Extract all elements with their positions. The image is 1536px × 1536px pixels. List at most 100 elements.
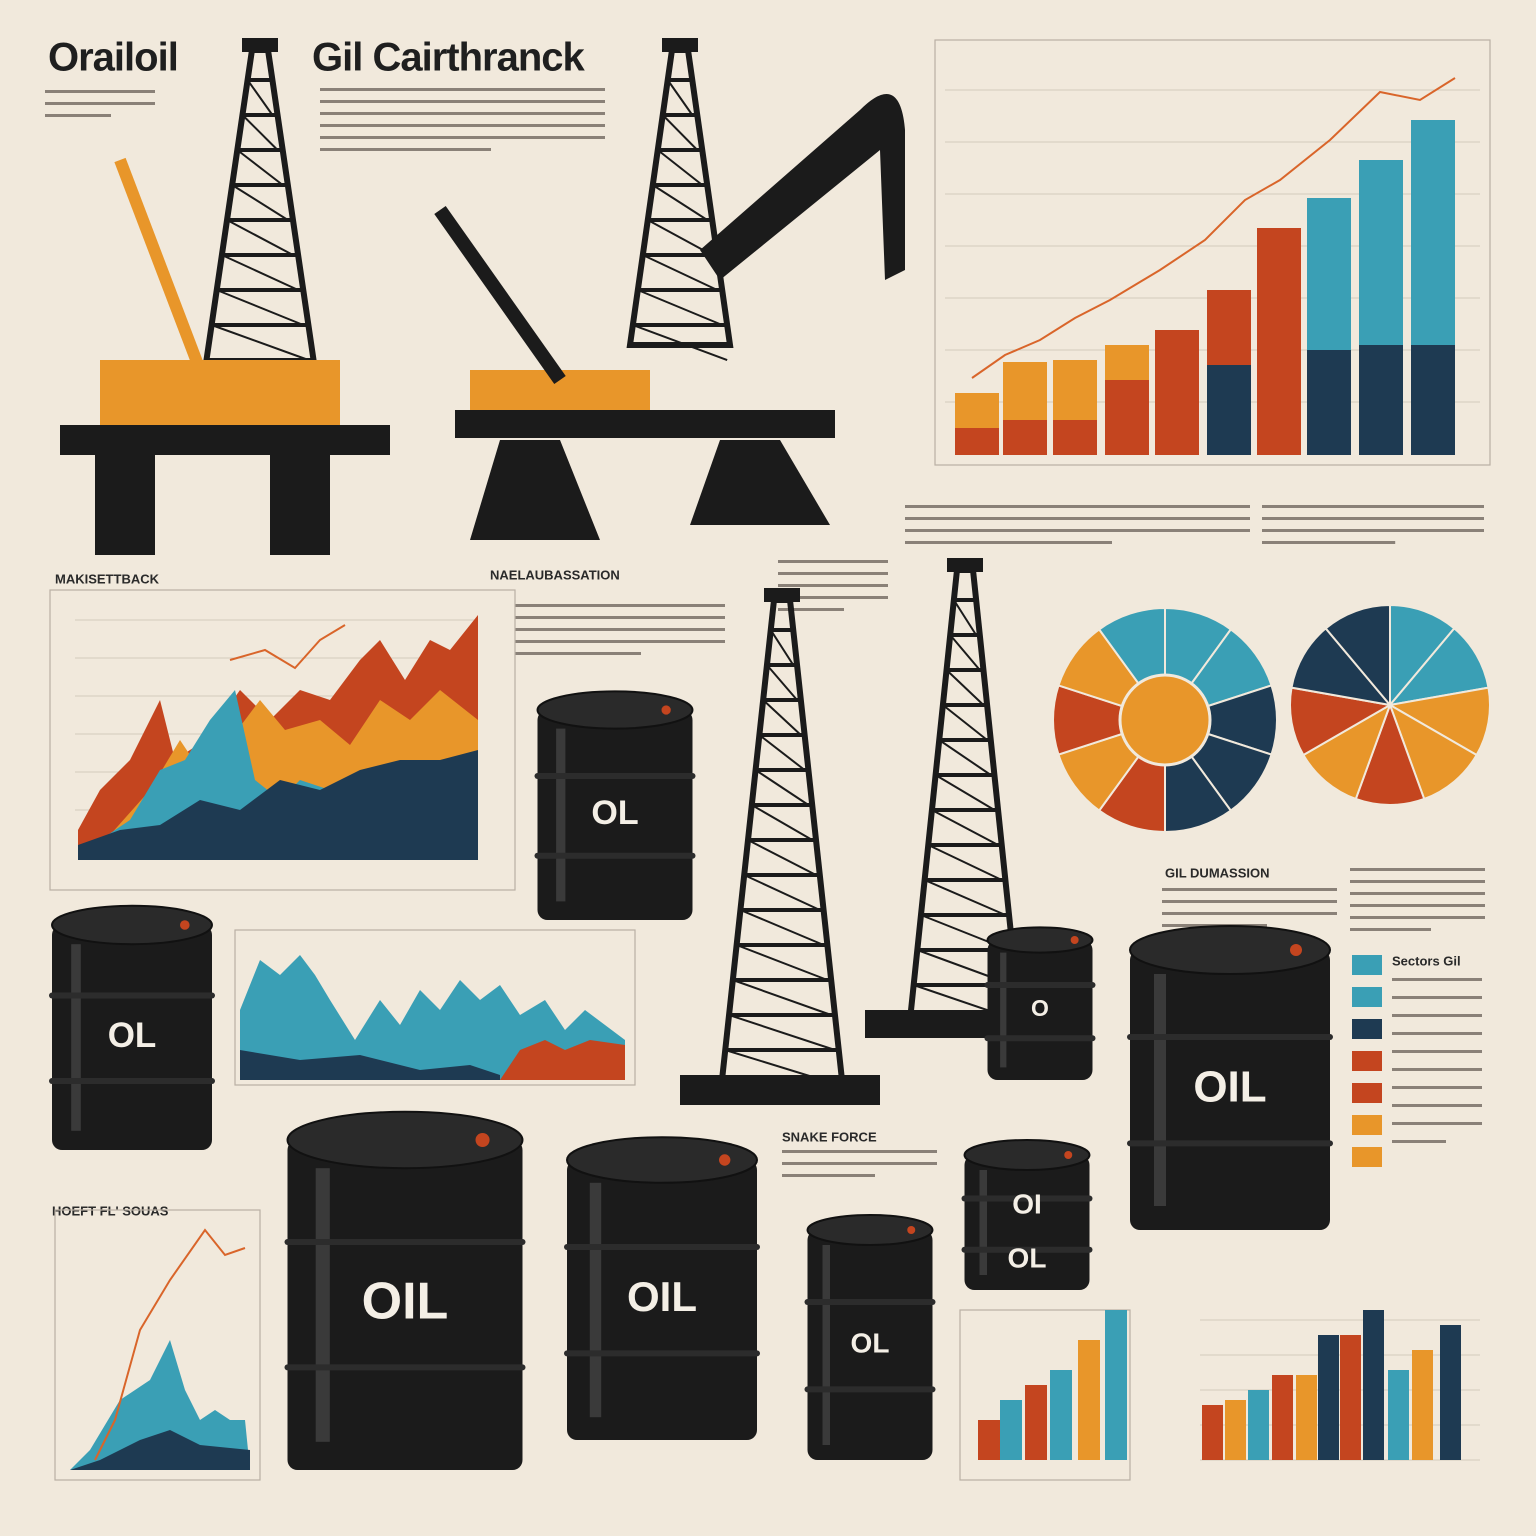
barrel-highlight bbox=[556, 728, 566, 902]
text-placeholder bbox=[320, 100, 605, 103]
text-placeholder bbox=[782, 1174, 875, 1177]
section-heading: NAELAUBASSATION bbox=[490, 567, 620, 582]
crane bbox=[114, 157, 206, 373]
bar bbox=[1000, 1400, 1022, 1460]
legend-swatch bbox=[1352, 1019, 1382, 1039]
barrel-label: OL bbox=[1008, 1243, 1047, 1274]
barrel-rib bbox=[804, 1386, 936, 1393]
area bbox=[70, 1340, 250, 1470]
text-placeholder bbox=[45, 90, 155, 93]
barrel-lid bbox=[1129, 925, 1331, 975]
bar bbox=[1105, 345, 1149, 380]
text-placeholder bbox=[778, 560, 888, 563]
derrick-brace bbox=[732, 979, 832, 1016]
text-placeholder bbox=[905, 517, 1250, 520]
legend-swatch bbox=[1352, 955, 1382, 975]
barrel-rib bbox=[1127, 1034, 1333, 1040]
text-placeholder bbox=[1392, 1122, 1482, 1125]
derrick-brace bbox=[953, 599, 977, 636]
barrel-body bbox=[537, 710, 693, 920]
bar bbox=[1411, 345, 1455, 455]
barrel-body bbox=[1130, 950, 1330, 1230]
section-heading: SNAKE FORCE bbox=[782, 1129, 877, 1144]
text-placeholder bbox=[320, 148, 491, 151]
barrel-rib bbox=[49, 1078, 215, 1084]
barrel: OL bbox=[534, 690, 696, 920]
derrick-brace bbox=[769, 629, 795, 666]
bar bbox=[1105, 380, 1149, 455]
text-placeholder bbox=[320, 124, 605, 127]
bar bbox=[978, 1420, 1000, 1460]
barrel-label: OI bbox=[1012, 1189, 1042, 1220]
bar bbox=[1440, 1325, 1461, 1460]
bar bbox=[1155, 375, 1199, 455]
derrick-brace bbox=[740, 909, 824, 946]
legend-swatch bbox=[1352, 1051, 1382, 1071]
barrel-lid bbox=[286, 1110, 524, 1170]
bar bbox=[1225, 1400, 1246, 1460]
pumpjack bbox=[700, 94, 905, 280]
title-right: Gil Cairthranck bbox=[312, 36, 586, 80]
text-placeholder bbox=[782, 1162, 937, 1165]
barrel-rib bbox=[284, 1364, 526, 1371]
bar bbox=[1003, 420, 1047, 455]
barrel-cap bbox=[475, 1132, 490, 1148]
text-placeholder bbox=[905, 505, 1250, 508]
text-placeholder bbox=[778, 572, 888, 575]
derrick-brace bbox=[938, 739, 992, 776]
text-placeholder bbox=[515, 616, 725, 619]
bar bbox=[1202, 1405, 1223, 1460]
text-placeholder bbox=[1350, 868, 1485, 871]
derrick-brace bbox=[211, 324, 309, 361]
text-placeholder bbox=[1392, 1032, 1482, 1035]
derrick-top bbox=[764, 588, 800, 602]
text-placeholder bbox=[1262, 529, 1484, 532]
legend-swatch bbox=[1352, 1083, 1382, 1103]
barrel-cap bbox=[1070, 936, 1079, 944]
area bbox=[500, 1040, 625, 1080]
text-placeholder bbox=[1350, 880, 1485, 883]
barrel-lid bbox=[566, 1136, 758, 1184]
derrick-top bbox=[662, 38, 698, 52]
bar bbox=[1296, 1375, 1317, 1460]
pie-slice bbox=[1324, 603, 1391, 708]
bar bbox=[1359, 345, 1403, 455]
derrick-brace bbox=[942, 704, 988, 741]
section-heading: Sectors Gil bbox=[1392, 953, 1461, 968]
derrick-base bbox=[680, 1075, 880, 1105]
bar bbox=[955, 393, 999, 428]
bar bbox=[955, 428, 999, 455]
platform-leg bbox=[470, 440, 600, 540]
text-placeholder bbox=[1162, 912, 1337, 915]
derrick-brace bbox=[642, 254, 718, 291]
derrick-brace bbox=[662, 114, 698, 151]
derrick-top bbox=[242, 38, 278, 52]
trend-line bbox=[229, 624, 346, 670]
barrel-cap bbox=[661, 705, 671, 715]
platform bbox=[100, 360, 340, 430]
derrick-brace bbox=[762, 699, 802, 736]
chart-frame bbox=[49, 589, 516, 891]
barrel-body bbox=[287, 1140, 523, 1470]
bar bbox=[1307, 198, 1351, 350]
bar bbox=[1003, 362, 1047, 420]
barrel-highlight bbox=[315, 1168, 330, 1442]
barrel-rib bbox=[564, 1350, 760, 1357]
barrel: OIL bbox=[284, 1110, 526, 1470]
legend-swatch bbox=[1352, 1147, 1382, 1167]
platform-leg bbox=[95, 455, 155, 555]
barrel-body bbox=[964, 1155, 1090, 1290]
bar bbox=[1050, 1370, 1072, 1460]
area bbox=[78, 750, 478, 860]
bar bbox=[1053, 420, 1097, 455]
barrel-rib bbox=[1127, 1140, 1333, 1147]
area bbox=[70, 1430, 250, 1470]
barrel-label: OL bbox=[108, 1016, 157, 1055]
text-placeholder bbox=[515, 628, 725, 631]
barrel-lid bbox=[51, 904, 213, 946]
barrel-label: OIL bbox=[627, 1273, 697, 1320]
barrel-rib bbox=[564, 1244, 760, 1250]
derrick-brace bbox=[751, 804, 813, 841]
derrick-brace bbox=[945, 669, 985, 706]
